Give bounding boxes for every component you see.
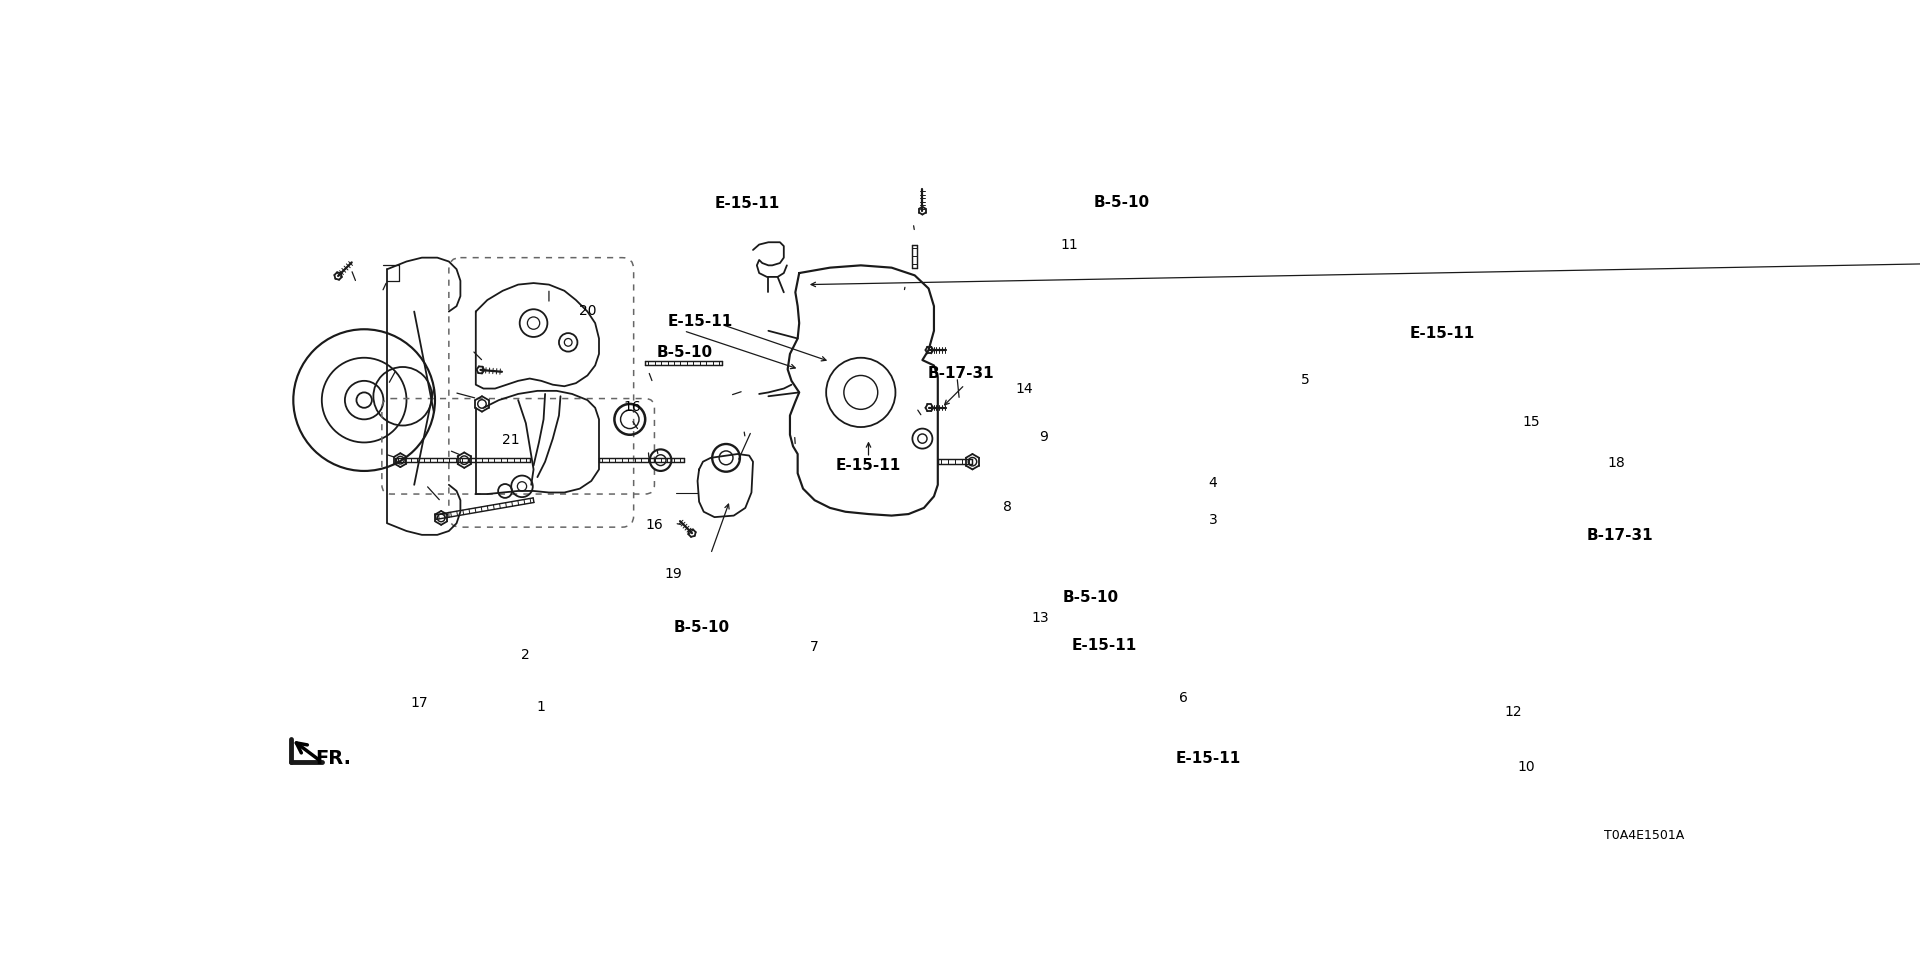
Text: FR.: FR. bbox=[315, 749, 351, 768]
Text: B-5-10: B-5-10 bbox=[1062, 590, 1119, 606]
Text: 18: 18 bbox=[1607, 456, 1626, 469]
Text: 19: 19 bbox=[664, 566, 682, 581]
Text: 20: 20 bbox=[580, 304, 597, 318]
Text: 8: 8 bbox=[1004, 500, 1012, 514]
Text: B-5-10: B-5-10 bbox=[1092, 195, 1150, 210]
Text: B-17-31: B-17-31 bbox=[927, 366, 995, 381]
Text: E-15-11: E-15-11 bbox=[1071, 638, 1137, 654]
Text: 5: 5 bbox=[1300, 372, 1309, 387]
Text: 1: 1 bbox=[536, 700, 545, 713]
Text: 6: 6 bbox=[1179, 690, 1188, 705]
Text: 3: 3 bbox=[1210, 514, 1217, 527]
Text: 13: 13 bbox=[1031, 611, 1048, 625]
Text: E-15-11: E-15-11 bbox=[1409, 325, 1475, 341]
Text: 10: 10 bbox=[1519, 760, 1536, 774]
Text: 15: 15 bbox=[1523, 415, 1540, 429]
Text: 14: 14 bbox=[1016, 382, 1033, 396]
Text: E-15-11: E-15-11 bbox=[1177, 751, 1242, 766]
Text: 16: 16 bbox=[624, 400, 641, 414]
Text: 4: 4 bbox=[1210, 476, 1217, 491]
Text: 9: 9 bbox=[1039, 430, 1048, 444]
Text: E-15-11: E-15-11 bbox=[835, 458, 900, 473]
Text: 11: 11 bbox=[1062, 237, 1079, 252]
Text: B-17-31: B-17-31 bbox=[1586, 528, 1653, 542]
Text: 2: 2 bbox=[522, 648, 530, 661]
Text: 17: 17 bbox=[411, 696, 428, 709]
Text: B-5-10: B-5-10 bbox=[657, 345, 712, 360]
Text: 7: 7 bbox=[810, 640, 818, 655]
Text: 12: 12 bbox=[1505, 706, 1523, 719]
Text: E-15-11: E-15-11 bbox=[668, 314, 733, 329]
Text: T0A4E1501A: T0A4E1501A bbox=[1605, 828, 1684, 842]
Text: 21: 21 bbox=[503, 434, 520, 447]
Text: B-5-10: B-5-10 bbox=[674, 620, 730, 635]
Text: 16: 16 bbox=[645, 518, 662, 533]
Text: E-15-11: E-15-11 bbox=[714, 196, 780, 211]
